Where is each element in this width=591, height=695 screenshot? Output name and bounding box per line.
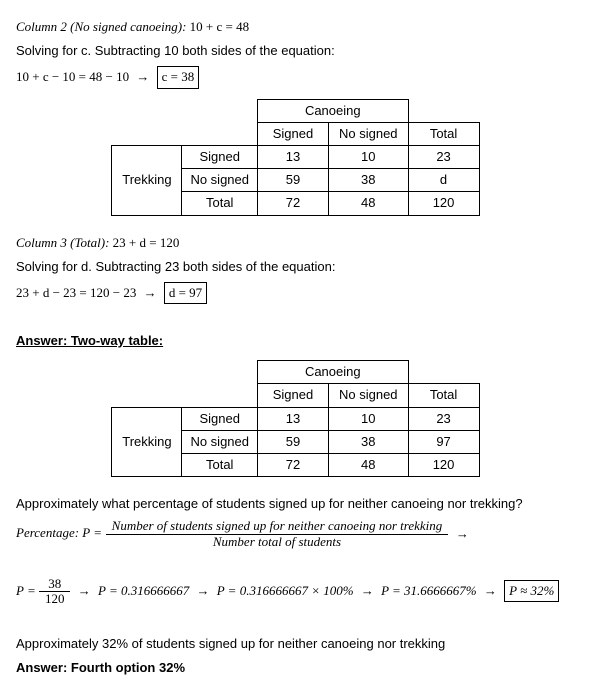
pct-lhs: Percentage: P = xyxy=(16,526,102,541)
calc-boxed: P ≈ 32% xyxy=(504,580,559,602)
table-cell: 97 xyxy=(408,430,479,453)
percentage-formula: Percentage: P = Number of students signe… xyxy=(16,519,575,549)
table2-r1-label: No signed xyxy=(182,430,258,453)
solve-d-text: Solving for d. Subtracting 23 both sides… xyxy=(16,258,575,276)
calc-step1: P = 0.316666667 xyxy=(98,583,189,598)
table-cell: 13 xyxy=(258,407,329,430)
calc-fraction: 38 120 xyxy=(39,577,71,607)
arrow-icon: → xyxy=(192,583,213,598)
arrow-icon: → xyxy=(140,285,161,300)
table1-r1-label: No signed xyxy=(182,169,258,192)
table1-col0: Signed xyxy=(258,122,329,145)
arrow-icon: → xyxy=(357,583,378,598)
eq-c-boxed: c = 38 xyxy=(157,66,200,88)
table1-r0-label: Signed xyxy=(182,145,258,168)
eq-c-line: 10 + c − 10 = 48 − 10 → c = 38 xyxy=(16,66,575,88)
pct-fraction: Number of students signed up for neither… xyxy=(106,519,449,549)
table-cell: 59 xyxy=(258,430,329,453)
column3-label: Column 3 (Total): xyxy=(16,235,113,250)
table-cell: 38 xyxy=(329,430,409,453)
table2-group-col: Canoeing xyxy=(258,361,409,384)
two-way-table-1: Canoeing Signed No signed Total Trekking… xyxy=(111,99,479,216)
table-cell: 48 xyxy=(329,454,409,477)
answer-table-heading: Answer: Two-way table: xyxy=(16,332,575,350)
calculation-line: P = 38 120 → P = 0.316666667 → P = 0.316… xyxy=(16,577,575,607)
table1-group-row: Trekking xyxy=(112,145,182,215)
table-cell: 72 xyxy=(258,192,329,215)
column2-eq: 10 + c = 48 xyxy=(190,19,249,34)
table-cell: 10 xyxy=(329,145,409,168)
eq-d-line: 23 + d − 23 = 120 − 23 → d = 97 xyxy=(16,282,575,304)
table2-col2: Total xyxy=(408,384,479,407)
table1-group-col: Canoeing xyxy=(258,99,409,122)
table-cell: 10 xyxy=(329,407,409,430)
conclusion-text: Approximately 32% of students signed up … xyxy=(16,635,575,653)
calc-step3: P = 31.6666667% xyxy=(381,583,477,598)
table1-col2: Total xyxy=(408,122,479,145)
column2-label: Column 2 (No signed canoeing): xyxy=(16,19,190,34)
solve-c-text: Solving for c. Subtracting 10 both sides… xyxy=(16,42,575,60)
table1-r2-label: Total xyxy=(182,192,258,215)
column3-line: Column 3 (Total): 23 + d = 120 xyxy=(16,234,575,252)
table2-col1: No signed xyxy=(329,384,409,407)
eq-d-boxed: d = 97 xyxy=(164,282,207,304)
table2-r2-label: Total xyxy=(182,454,258,477)
table-cell: 120 xyxy=(408,192,479,215)
two-way-table-2: Canoeing Signed No signed Total Trekking… xyxy=(111,360,479,477)
table-cell: 13 xyxy=(258,145,329,168)
table-cell: 38 xyxy=(329,169,409,192)
table-cell: 72 xyxy=(258,454,329,477)
arrow-icon: → xyxy=(132,69,153,84)
calc-step2: P = 0.316666667 × 100% xyxy=(217,583,354,598)
arrow-icon: → xyxy=(452,526,473,541)
table-cell: 23 xyxy=(408,407,479,430)
question-text: Approximately what percentage of student… xyxy=(16,495,575,513)
table1-col1: No signed xyxy=(329,122,409,145)
pct-num: Number of students signed up for neither… xyxy=(106,519,449,534)
calc-num: 38 xyxy=(39,577,71,592)
table2-col0: Signed xyxy=(258,384,329,407)
pct-den: Number total of students xyxy=(106,535,449,549)
table2-r0-label: Signed xyxy=(182,407,258,430)
calc-lhs: P = xyxy=(16,583,36,598)
arrow-icon: → xyxy=(74,583,95,598)
table2-group-row: Trekking xyxy=(112,407,182,477)
calc-den: 120 xyxy=(39,592,71,606)
table-cell: 120 xyxy=(408,454,479,477)
eq-d-lhs: 23 + d − 23 = 120 − 23 xyxy=(16,285,136,300)
table-cell: 23 xyxy=(408,145,479,168)
column3-eq: 23 + d = 120 xyxy=(113,235,180,250)
arrow-icon: → xyxy=(480,583,501,598)
column2-line: Column 2 (No signed canoeing): 10 + c = … xyxy=(16,18,575,36)
final-answer: Answer: Fourth option 32% xyxy=(16,659,575,677)
table-cell: d xyxy=(408,169,479,192)
eq-c-lhs: 10 + c − 10 = 48 − 10 xyxy=(16,69,129,84)
table-cell: 48 xyxy=(329,192,409,215)
table-cell: 59 xyxy=(258,169,329,192)
